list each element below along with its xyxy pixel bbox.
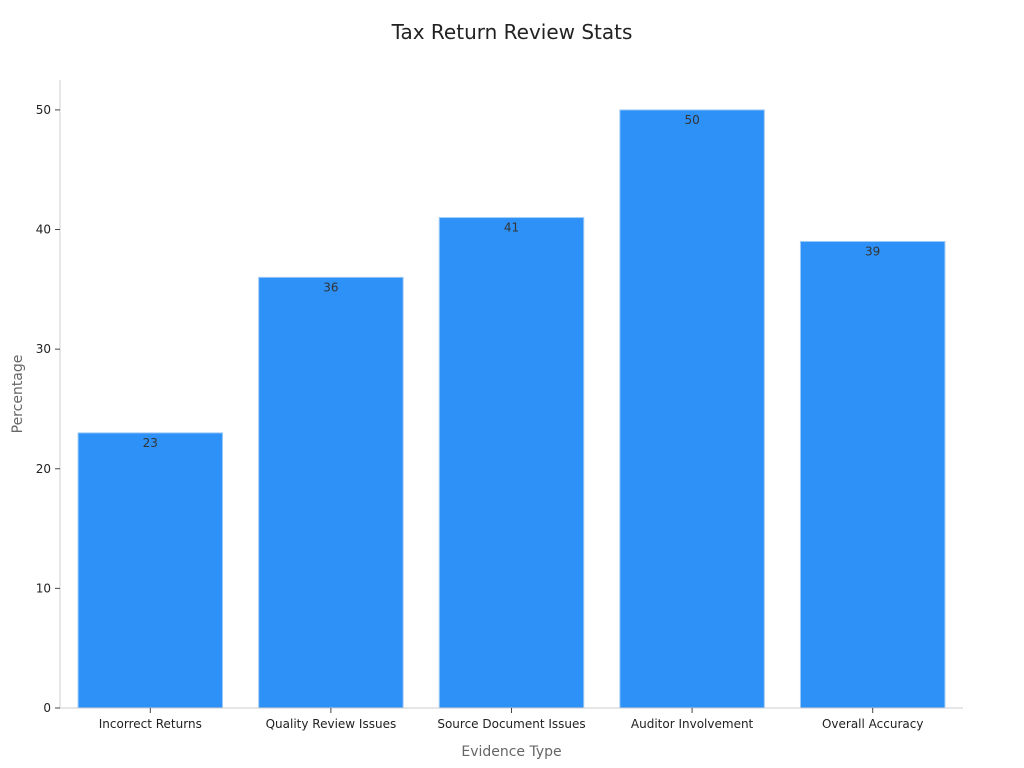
x-tick-label: Auditor Involvement (631, 717, 754, 731)
bar-value-label: 50 (684, 113, 699, 127)
y-tick-label: 30 (36, 342, 51, 356)
y-tick-label: 40 (36, 223, 51, 237)
bar-value-label: 41 (504, 221, 519, 235)
bar (258, 276, 404, 709)
x-tick-label: Overall Accuracy (822, 717, 923, 731)
x-tick-label: Quality Review Issues (266, 717, 397, 731)
bar (799, 240, 946, 709)
bar (438, 217, 585, 709)
y-tick-label: 20 (36, 462, 51, 476)
y-tick-label: 10 (36, 581, 51, 595)
data-labels-group: 23 36 41 50 39 (143, 113, 881, 450)
chart-title: Tax Return Review Stats (391, 20, 633, 44)
bar-value-label: 39 (865, 244, 880, 258)
y-axis-title: Percentage (10, 355, 26, 434)
bars-group (77, 109, 946, 709)
y-tick-label: 50 (36, 103, 51, 117)
bar (77, 432, 224, 709)
bar-value-label: 36 (323, 280, 338, 294)
x-tick-label: Incorrect Returns (99, 717, 202, 731)
x-axis-title: Evidence Type (461, 744, 561, 760)
x-tick-label: Source Document Issues (437, 717, 585, 731)
bar (619, 109, 765, 709)
y-tick-label: 0 (43, 701, 51, 715)
bar-value-label: 23 (143, 436, 158, 450)
y-axis-ticks: 0 10 20 30 40 50 (36, 103, 60, 715)
x-axis-ticks: Incorrect Returns Quality Review Issues So… (99, 708, 923, 731)
